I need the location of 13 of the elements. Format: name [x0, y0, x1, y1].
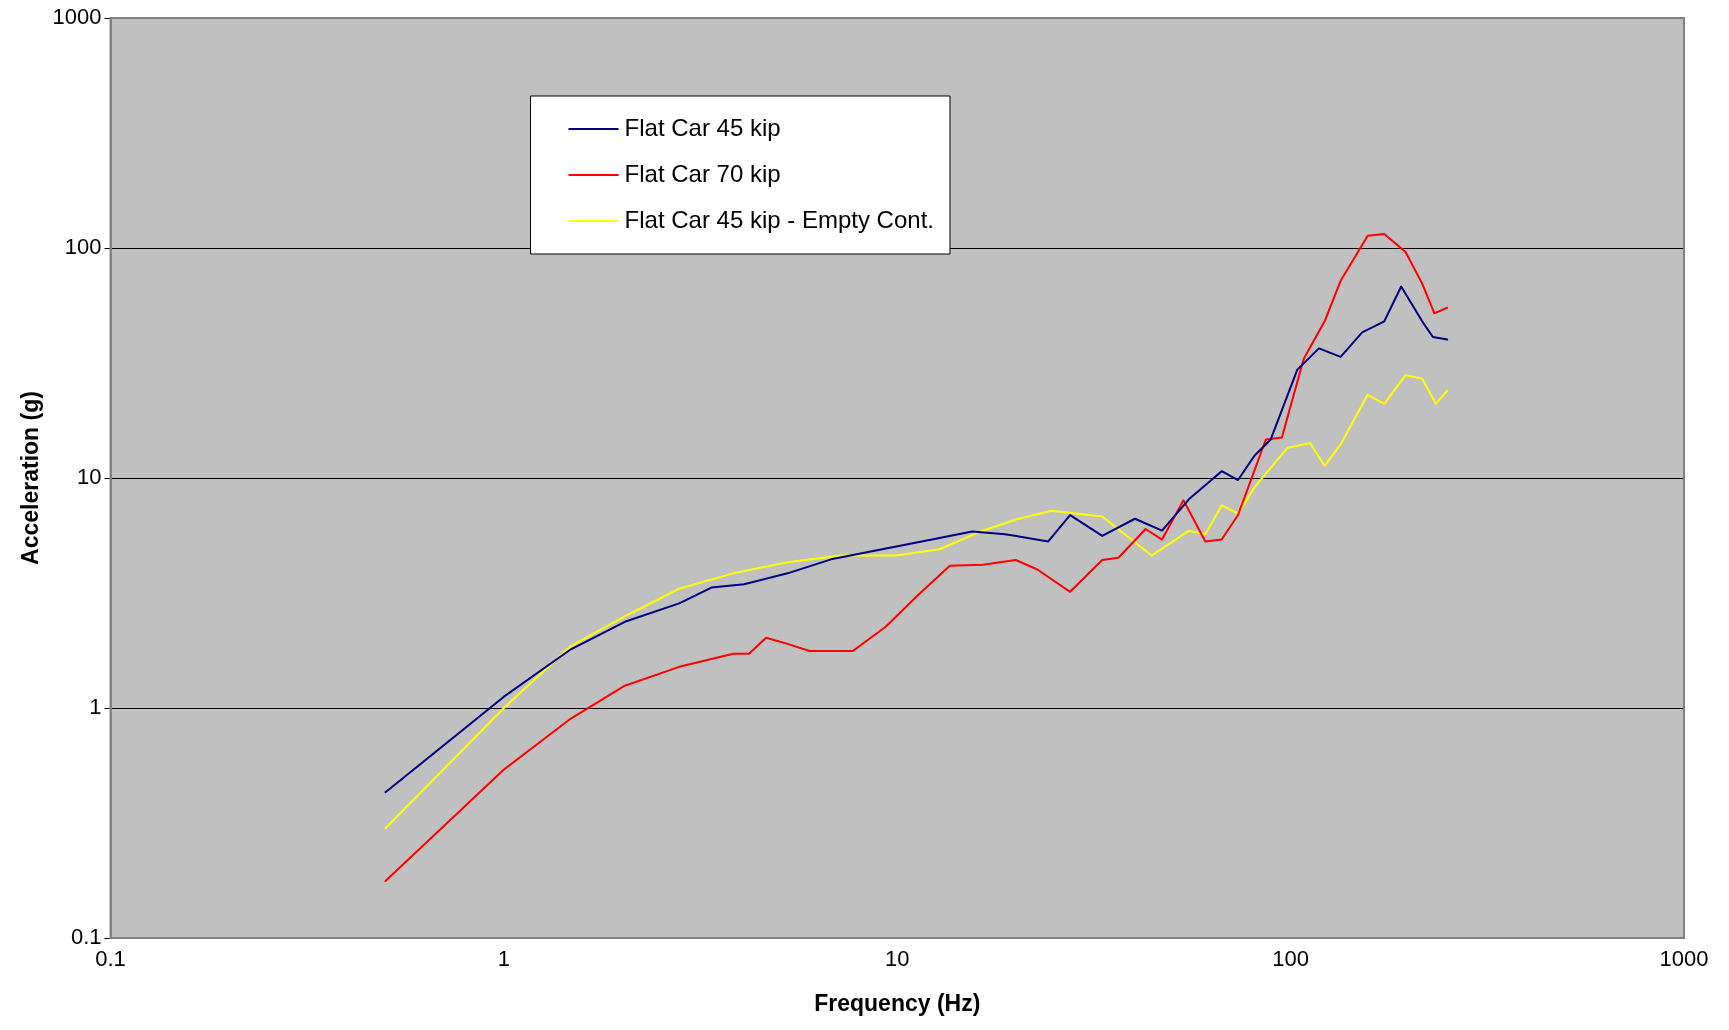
y-tick-label: 10	[77, 464, 102, 490]
x-axis-title: Frequency (Hz)	[814, 989, 981, 1016]
x-tick-label: 100	[1272, 946, 1309, 972]
y-tick-label: 1	[89, 694, 102, 720]
x-tick-label: 1	[497, 946, 511, 972]
legend-label: Flat Car 45 kip	[624, 113, 781, 141]
legend-label: Flat Car 45 kip - Empty Cont.	[624, 205, 934, 233]
x-tick-label: 10	[885, 946, 910, 972]
legend-label: Flat Car 70 kip	[624, 159, 781, 187]
x-tick-label: 1000	[1659, 946, 1709, 972]
y-tick-label: 1000	[52, 4, 102, 30]
y-tick-label: 100	[64, 234, 102, 260]
y-axis-title: Acceleration (g)	[17, 391, 44, 565]
